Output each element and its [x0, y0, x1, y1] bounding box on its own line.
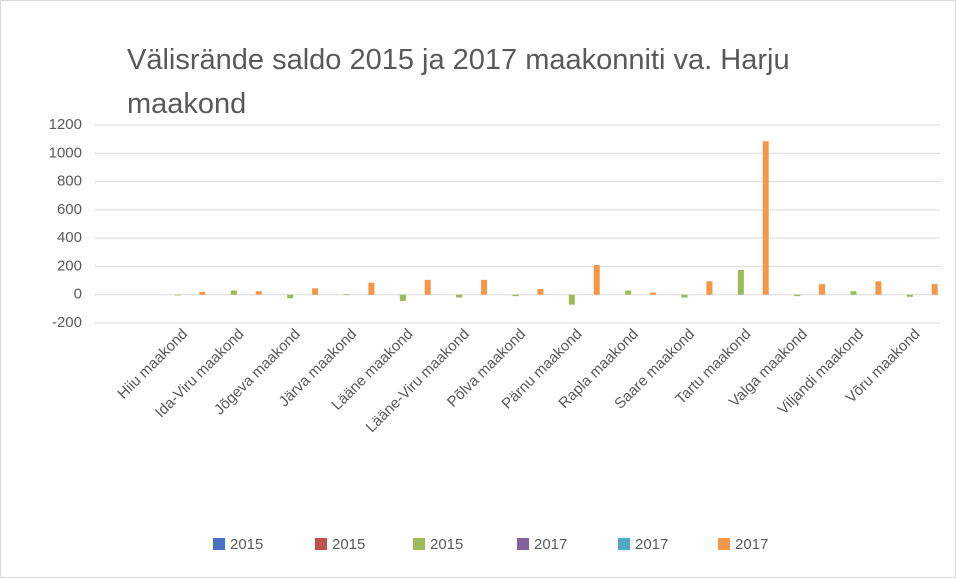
bar [931, 284, 938, 295]
y-tick-label: 200 [57, 257, 82, 274]
bar [794, 294, 801, 297]
bar [312, 288, 319, 295]
legend-swatch [517, 538, 529, 550]
y-tick-label: -200 [52, 314, 82, 331]
bar [650, 292, 657, 295]
legend-swatch [618, 538, 630, 550]
bar [399, 294, 406, 302]
legend-swatch [718, 538, 730, 550]
bar [568, 294, 575, 305]
y-tick-label: 1000 [49, 144, 82, 161]
legend-label: 2017 [635, 536, 668, 553]
legend-label: 2015 [230, 536, 263, 553]
legend-label: 2017 [735, 536, 768, 553]
bar [819, 284, 826, 295]
bar [593, 265, 600, 295]
legend-label: 2015 [430, 536, 463, 553]
legend-swatch [413, 538, 425, 550]
bar [343, 294, 350, 295]
bar [681, 294, 688, 298]
y-tick-label: 0 [74, 286, 82, 303]
legend-label: 2015 [332, 536, 365, 553]
y-tick-label: 400 [57, 229, 82, 246]
bar [625, 290, 632, 295]
legend-swatch [315, 538, 327, 550]
bar [368, 282, 375, 295]
bar [230, 290, 237, 295]
y-tick-label: 600 [57, 201, 82, 218]
x-tick-label: Lääne-Viru maakond [363, 326, 473, 436]
bar [875, 281, 882, 295]
bar [255, 291, 262, 295]
bar [456, 294, 463, 298]
y-tick-label: 800 [57, 173, 82, 190]
bar [174, 294, 181, 296]
bar [737, 269, 744, 295]
legend-swatch [213, 538, 225, 550]
y-tick-label: 1200 [49, 116, 82, 133]
bar [537, 289, 544, 295]
bar [850, 291, 857, 295]
bar [287, 294, 294, 299]
bar [762, 141, 769, 295]
bar [481, 279, 488, 295]
bar [424, 279, 431, 295]
bar [906, 294, 913, 297]
legend-label: 2017 [534, 536, 567, 553]
chart-title: Välisrände saldo 2015 ja 2017 maakonniti… [127, 44, 790, 120]
bar [512, 294, 519, 297]
bar [199, 291, 206, 295]
bar [706, 281, 713, 295]
